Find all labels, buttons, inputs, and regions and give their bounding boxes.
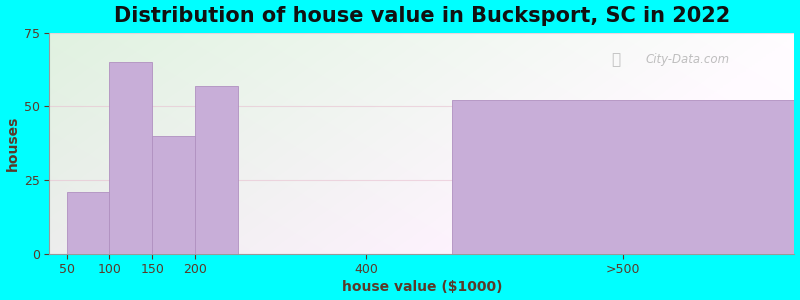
- Text: ⦿: ⦿: [611, 52, 620, 67]
- Text: City-Data.com: City-Data.com: [646, 53, 730, 66]
- Bar: [152, 136, 195, 254]
- X-axis label: house value ($1000): house value ($1000): [342, 280, 502, 294]
- Y-axis label: houses: houses: [6, 116, 19, 171]
- Title: Distribution of house value in Bucksport, SC in 2022: Distribution of house value in Bucksport…: [114, 6, 730, 26]
- Bar: [195, 86, 238, 254]
- Bar: [66, 192, 110, 254]
- Bar: [110, 62, 152, 254]
- Bar: [452, 100, 794, 254]
